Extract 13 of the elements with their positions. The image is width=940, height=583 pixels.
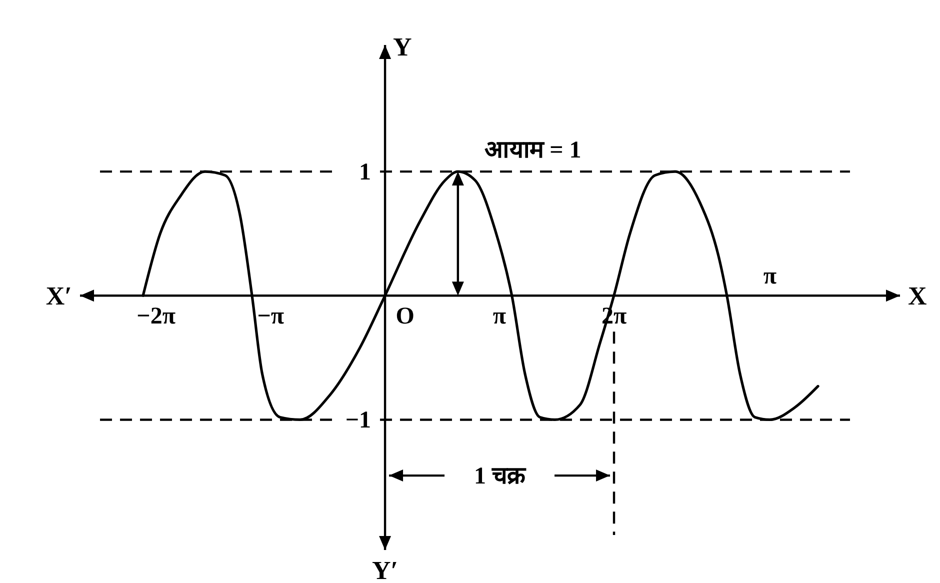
y-tick-label: 1	[359, 160, 372, 186]
x-tick-label: −2π	[136, 304, 176, 330]
x-tick-label: −π	[257, 304, 284, 330]
annotation: O	[396, 304, 414, 330]
text: X′	[46, 282, 72, 311]
annotation: आयाम = 1	[484, 138, 582, 164]
annotation: π	[763, 264, 777, 290]
x-axis-title: X	[908, 282, 927, 311]
text: Y′	[372, 556, 398, 583]
annotation: 1 चक्र	[474, 464, 528, 490]
x-tick-label: π	[492, 304, 506, 330]
y-axis-title: Y	[393, 32, 412, 62]
y-tick-label: −1	[345, 408, 372, 434]
